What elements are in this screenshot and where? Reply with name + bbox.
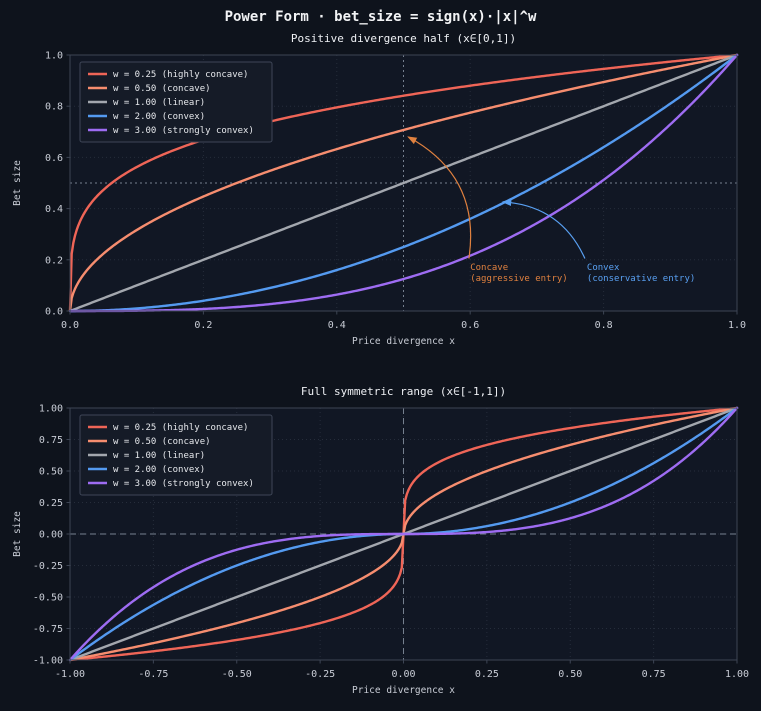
svg-text:w = 1.00 (linear): w = 1.00 (linear): [113, 98, 205, 108]
svg-text:Convex: Convex: [587, 263, 620, 273]
svg-text:0.0: 0.0: [61, 320, 79, 331]
svg-text:0.0: 0.0: [45, 307, 63, 318]
svg-text:-0.50: -0.50: [222, 669, 252, 680]
svg-text:Full symmetric range (x∈[-1,1]: Full symmetric range (x∈[-1,1]): [301, 385, 506, 398]
svg-text:0.4: 0.4: [45, 204, 63, 215]
svg-text:w = 1.00 (linear): w = 1.00 (linear): [113, 451, 205, 461]
curve-w-3: [68, 406, 739, 662]
curve-w-3: [68, 53, 739, 313]
svg-text:w = 2.00 (convex): w = 2.00 (convex): [113, 465, 205, 475]
svg-text:0.50: 0.50: [558, 669, 582, 680]
legend: w = 0.25 (highly concave) w = 0.50 (conca…: [79, 414, 273, 496]
svg-text:-0.75: -0.75: [138, 669, 168, 680]
svg-text:Bet size: Bet size: [12, 160, 23, 206]
svg-text:0.25: 0.25: [475, 669, 499, 680]
svg-text:w = 0.25 (highly concave): w = 0.25 (highly concave): [113, 423, 248, 433]
svg-text:w = 2.00 (convex): w = 2.00 (convex): [113, 112, 205, 122]
svg-text:Positive divergence half (x∈[0: Positive divergence half (x∈[0,1]): [291, 32, 516, 45]
svg-text:Price divergence x: Price divergence x: [352, 336, 455, 347]
figure-title: Power Form · bet_size = sign(x)·|x|^w: [224, 9, 537, 25]
svg-text:-0.75: -0.75: [33, 624, 63, 635]
svg-text:1.00: 1.00: [725, 669, 749, 680]
svg-text:-1.00: -1.00: [33, 656, 63, 667]
svg-text:0.00: 0.00: [39, 530, 63, 541]
svg-text:Price divergence x: Price divergence x: [352, 685, 455, 696]
svg-text:-0.25: -0.25: [33, 561, 63, 572]
svg-text:0.6: 0.6: [45, 153, 63, 164]
svg-text:1.00: 1.00: [39, 404, 63, 415]
svg-text:0.75: 0.75: [642, 669, 666, 680]
svg-text:Concave: Concave: [470, 263, 508, 273]
legend: w = 0.25 (highly concave) w = 0.50 (conca…: [79, 61, 273, 143]
subplot-1: -1.00 -0.75 -0.50 -0.25 0.00 0.25 0.50 0.75 1.00…: [12, 385, 749, 696]
svg-text:Bet size: Bet size: [12, 511, 23, 557]
svg-text:-1.00: -1.00: [55, 669, 85, 680]
svg-text:w = 3.00 (strongly convex): w = 3.00 (strongly convex): [113, 126, 254, 136]
svg-text:w = 0.50 (concave): w = 0.50 (concave): [113, 84, 211, 94]
svg-text:w = 3.00 (strongly convex): w = 3.00 (strongly convex): [113, 479, 254, 489]
svg-text:0.00: 0.00: [391, 669, 415, 680]
svg-text:w = 0.25 (highly concave): w = 0.25 (highly concave): [113, 70, 248, 80]
svg-text:0.50: 0.50: [39, 467, 63, 478]
svg-text:0.8: 0.8: [595, 320, 613, 331]
curve-w-1: [68, 53, 739, 313]
svg-text:0.4: 0.4: [328, 320, 346, 331]
svg-text:0.6: 0.6: [461, 320, 479, 331]
annotation-arrow: [501, 198, 586, 259]
svg-text:0.2: 0.2: [45, 255, 63, 266]
annotation-0: Concave(aggressive entry): [407, 136, 568, 284]
svg-text:0.25: 0.25: [39, 498, 63, 509]
svg-text:0.8: 0.8: [45, 102, 63, 113]
curve-w-0.5: [68, 53, 739, 313]
svg-text:(conservative entry): (conservative entry): [587, 274, 695, 284]
curve-w-2: [68, 53, 739, 313]
svg-text:-0.50: -0.50: [33, 593, 63, 604]
subplot-0: 0.0 0.2 0.4 0.6 0.8 1.0 0.0 0.2 0.4 0.6 0.8 1.0 Posi…: [12, 32, 746, 347]
svg-text:0.75: 0.75: [39, 435, 63, 446]
curve-w-0.25: [68, 53, 739, 313]
annotation-arrow: [407, 136, 472, 259]
svg-text:1.0: 1.0: [728, 320, 746, 331]
svg-text:w = 0.50 (concave): w = 0.50 (concave): [113, 437, 211, 447]
svg-text:-0.25: -0.25: [305, 669, 335, 680]
svg-text:0.2: 0.2: [194, 320, 212, 331]
annotation-1: Convex(conservative entry): [501, 198, 695, 284]
svg-text:(aggressive entry): (aggressive entry): [470, 274, 568, 284]
svg-text:1.0: 1.0: [45, 51, 63, 62]
